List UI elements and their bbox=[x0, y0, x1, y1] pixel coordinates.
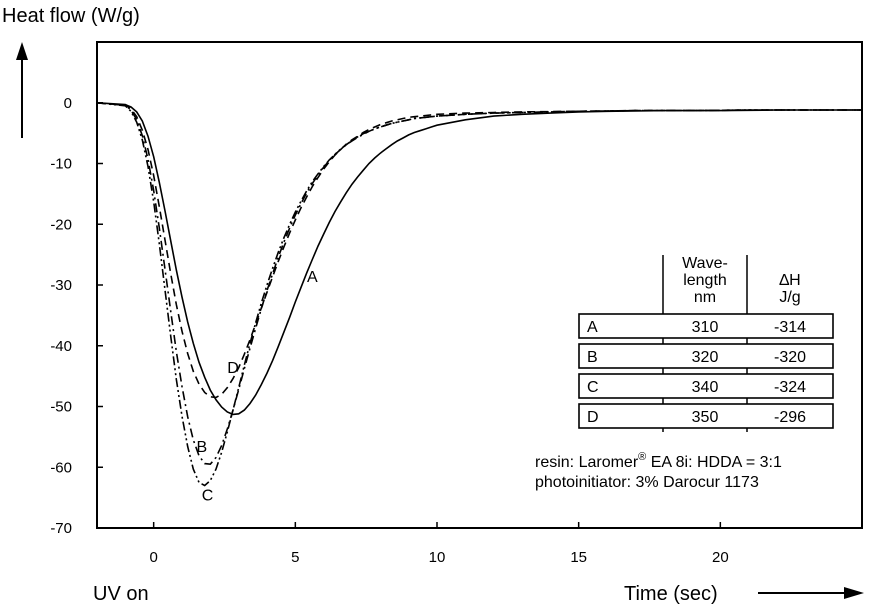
resin-note-prefix: resin: Laromer bbox=[535, 454, 639, 471]
row-wavelength: 350 bbox=[692, 409, 719, 426]
row-enthalpy: -324 bbox=[774, 379, 806, 396]
row-wavelength: 310 bbox=[692, 319, 719, 336]
series-b-line bbox=[96, 102, 862, 466]
curve-label-c: C bbox=[202, 488, 214, 505]
row-label: C bbox=[587, 379, 599, 396]
x-axis-arrow-head bbox=[844, 587, 864, 599]
row-label: B bbox=[587, 349, 598, 366]
table-rows: A 310 -314 B 320 -320 C 340 -324 D 350 -296 bbox=[578, 313, 834, 429]
table-row-box bbox=[578, 403, 834, 429]
curve-labels: A B C D bbox=[196, 269, 318, 505]
row-enthalpy: -296 bbox=[774, 409, 806, 426]
y-tick-label: -60 bbox=[50, 459, 72, 476]
photoinitiator-note: photoinitiator: 3% Darocur 1173 bbox=[535, 474, 759, 491]
ticks-layer: 0 -10 -20 -30 -40 -50 -60 -70 0 5 10 15 20 bbox=[50, 95, 728, 566]
registered-mark: ® bbox=[638, 451, 646, 463]
y-axis-title: Heat flow (W/g) bbox=[2, 5, 140, 27]
x-tick-label: 10 bbox=[429, 549, 446, 566]
header-enthalpy-1: ∆H bbox=[779, 272, 800, 289]
y-tick-label: -70 bbox=[50, 520, 72, 537]
table-row-box bbox=[578, 313, 834, 339]
header-wavelength-1: Wave- bbox=[682, 255, 728, 272]
x-tick-label: 5 bbox=[291, 549, 299, 566]
header-wavelength-2: length bbox=[683, 272, 727, 289]
resin-note-suffix: EA 8i: HDDA = 3:1 bbox=[646, 454, 782, 471]
y-tick-label: -40 bbox=[50, 338, 72, 355]
legend-table: Wave- length nm ∆H J/g A 310 -314 B 320 -320 C… bbox=[578, 255, 834, 432]
table-row-box bbox=[578, 373, 834, 399]
row-label: A bbox=[587, 319, 598, 336]
x-axis-title: Time (sec) bbox=[624, 583, 718, 605]
table-row: A 310 -314 bbox=[578, 313, 834, 339]
y-tick-label: 0 bbox=[64, 95, 72, 112]
series-a-line bbox=[96, 102, 862, 416]
series-d-line bbox=[96, 102, 862, 399]
y-tick-label: -30 bbox=[50, 277, 72, 294]
x-tick-label: 15 bbox=[570, 549, 587, 566]
table-row: B 320 -320 bbox=[578, 343, 834, 369]
x-tick-label: 0 bbox=[149, 549, 157, 566]
header-wavelength-3: nm bbox=[694, 289, 716, 306]
y-tick-label: -10 bbox=[50, 156, 72, 173]
curve-label-d: D bbox=[227, 360, 239, 377]
series-c-line bbox=[96, 102, 862, 487]
table-row: D 350 -296 bbox=[578, 403, 834, 429]
table-row-box bbox=[578, 343, 834, 369]
row-wavelength: 340 bbox=[692, 379, 719, 396]
curves-layer bbox=[96, 102, 862, 487]
uv-on-label: UV on bbox=[93, 583, 149, 605]
x-tick-label: 20 bbox=[712, 549, 729, 566]
y-axis-arrow-head bbox=[16, 42, 28, 60]
curve-label-b: B bbox=[196, 439, 207, 456]
y-tick-label: -20 bbox=[50, 216, 72, 233]
resin-note: resin: Laromer® EA 8i: HDDA = 3:1 bbox=[535, 451, 782, 471]
curve-label-a: A bbox=[307, 269, 318, 286]
row-enthalpy: -314 bbox=[774, 319, 806, 336]
row-wavelength: 320 bbox=[692, 349, 719, 366]
row-enthalpy: -320 bbox=[774, 349, 806, 366]
row-label: D bbox=[587, 409, 599, 426]
table-row: C 340 -324 bbox=[578, 373, 834, 399]
header-enthalpy-2: J/g bbox=[779, 289, 800, 306]
y-tick-label: -50 bbox=[50, 399, 72, 416]
